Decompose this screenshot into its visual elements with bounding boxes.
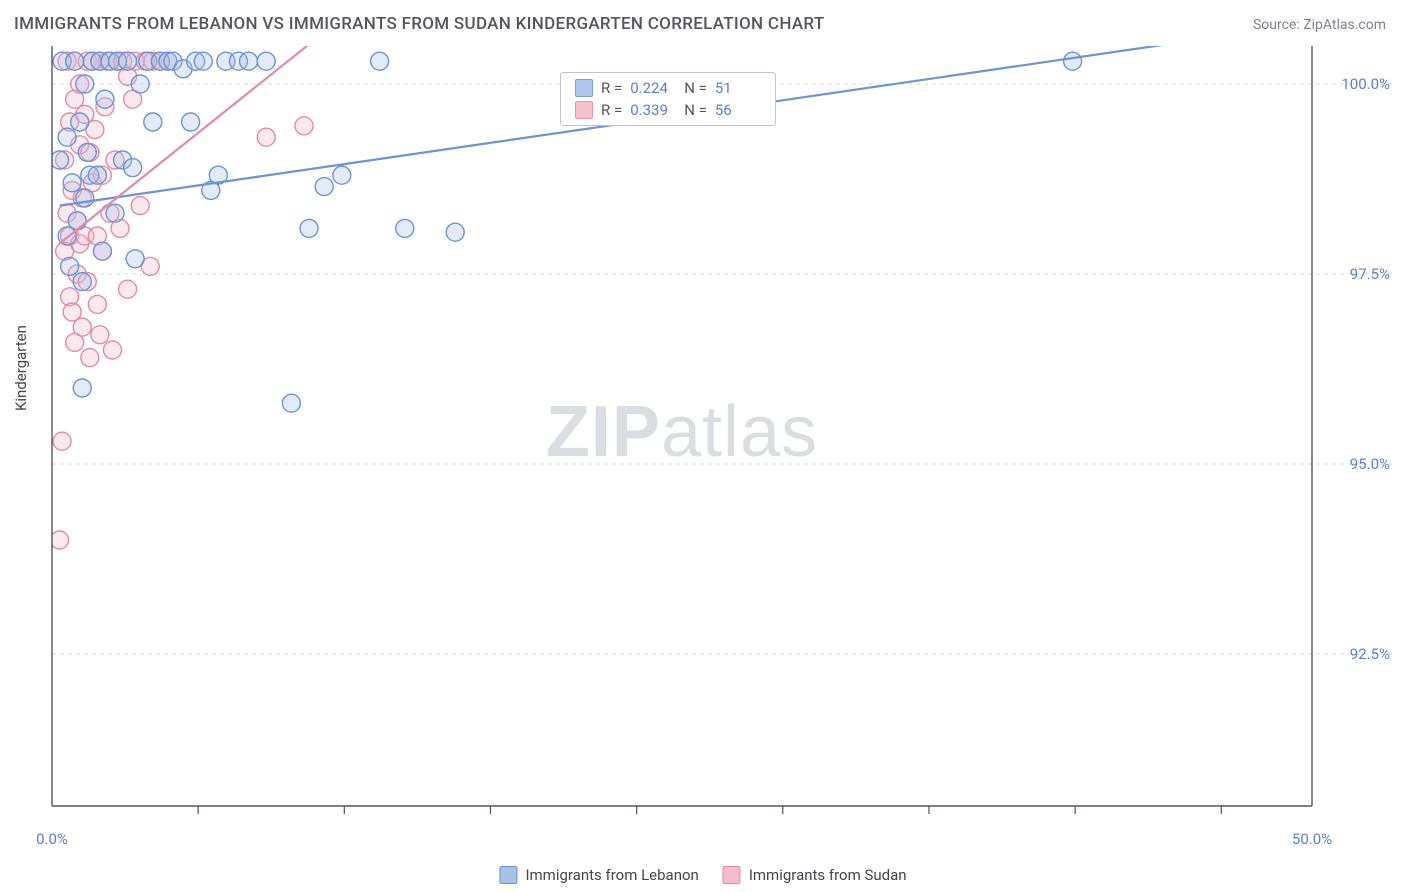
series-swatch [723,866,741,884]
y-tick-label: 97.5% [1350,265,1390,283]
legend-label: Immigrants from Sudan [749,866,907,884]
y-tick-label: 100.0% [1341,75,1390,93]
chart-title: IMMIGRANTS FROM LEBANON VS IMMIGRANTS FR… [14,14,825,34]
source-link[interactable]: ZipAtlas.com [1303,17,1386,33]
scatter-chart: ZIPatlas [14,46,1394,856]
legend-item: Immigrants from Sudan [723,866,907,884]
series-swatch [575,101,593,119]
chart-container: Kindergarten ZIPatlas 92.5% 95.0% 97.5% 100… [14,46,1394,856]
legend-item: Immigrants from Lebanon [499,866,698,884]
x-tick-label: 0.0% [36,830,68,848]
series-swatch [499,866,517,884]
x-tick-label: 50.0% [1292,830,1332,848]
legend-label: Immigrants from Lebanon [525,866,698,884]
correlation-row: R =0.224N =51 [561,77,775,99]
y-tick-label: 92.5% [1350,645,1390,663]
svg-text:ZIPatlas: ZIPatlas [546,392,818,472]
series-legend: Immigrants from Lebanon Immigrants from S… [499,866,906,884]
y-axis-label: Kindergarten [12,325,30,411]
y-tick-label: 95.0% [1350,455,1390,473]
series-swatch [575,79,593,97]
correlation-legend: R =0.224N =51R =0.339N =56 [560,72,776,126]
source-label: Source: ZipAtlas.com [1253,17,1386,33]
correlation-row: R =0.339N =56 [561,99,775,121]
